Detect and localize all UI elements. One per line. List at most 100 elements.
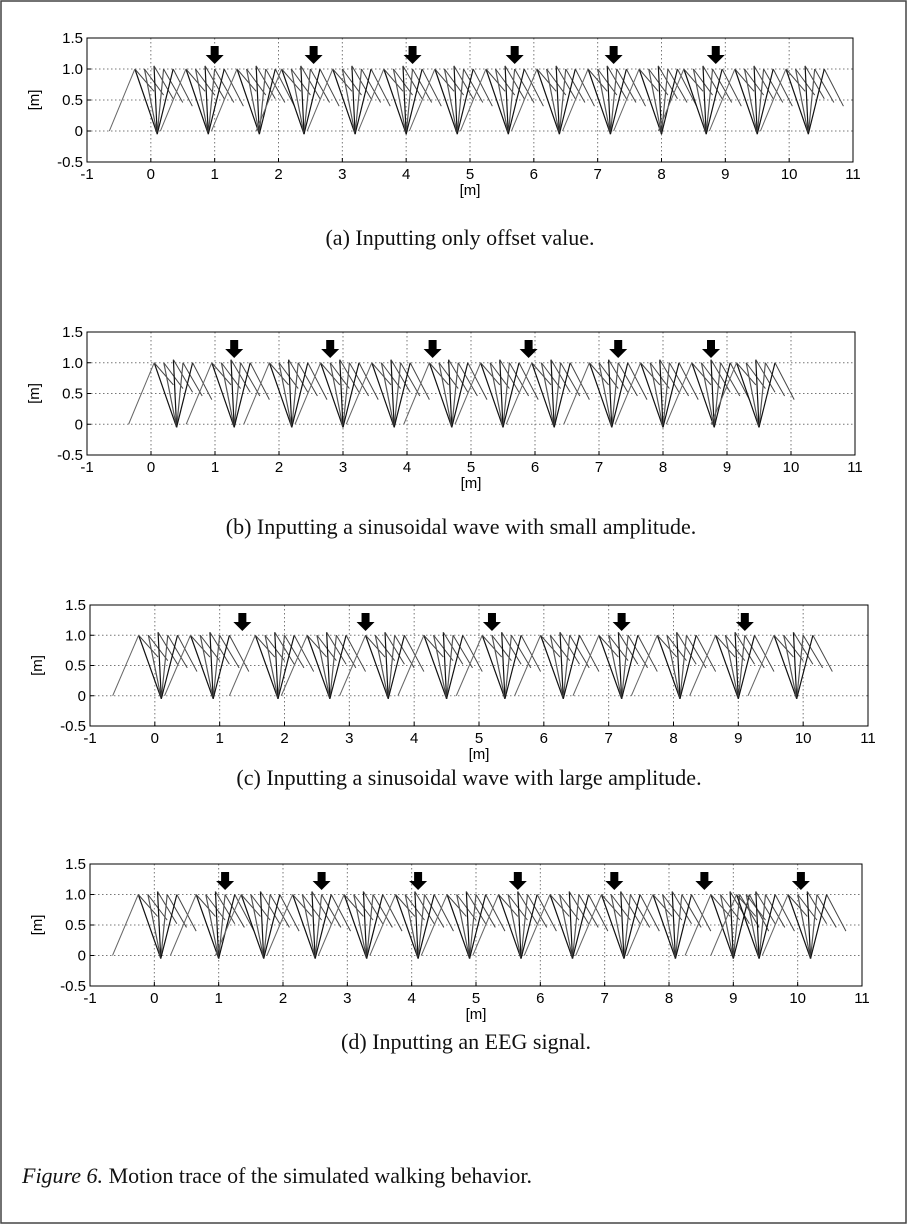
swing-segment bbox=[812, 635, 833, 672]
swing-segment bbox=[462, 635, 483, 672]
swing-segment bbox=[678, 362, 699, 400]
swing-segment bbox=[177, 635, 198, 672]
x-tick-label: 6 bbox=[531, 459, 539, 476]
stance-leg bbox=[761, 891, 847, 959]
leg-segment bbox=[662, 362, 680, 428]
swing-segment bbox=[293, 635, 315, 672]
swing-segment bbox=[617, 631, 639, 665]
leg-segment bbox=[501, 632, 506, 699]
swing-segment bbox=[147, 894, 168, 921]
leg-segment bbox=[236, 68, 260, 135]
swing-segment bbox=[572, 635, 600, 696]
stance-leg bbox=[562, 65, 646, 135]
x-tick-label: 0 bbox=[147, 459, 155, 476]
swing-segment bbox=[630, 635, 658, 696]
swing-segment bbox=[549, 894, 570, 917]
swing-segment bbox=[498, 894, 519, 917]
swing-segment bbox=[787, 894, 808, 917]
swing-segment bbox=[625, 68, 646, 107]
x-tick-label: 0 bbox=[151, 730, 159, 747]
swing-segment bbox=[640, 362, 661, 386]
stance-leg bbox=[563, 359, 648, 428]
leg-segment bbox=[383, 68, 407, 135]
stance-leg bbox=[357, 65, 442, 135]
leg-segment bbox=[157, 632, 162, 699]
x-tick-label: 3 bbox=[343, 990, 351, 1007]
leg-segment bbox=[311, 891, 316, 959]
leg-segment bbox=[608, 635, 623, 699]
event-arrow bbox=[505, 46, 524, 64]
swing-segment bbox=[504, 65, 525, 100]
swing-segment bbox=[608, 359, 629, 393]
leg-segment bbox=[683, 68, 707, 135]
stance-leg bbox=[397, 631, 483, 699]
leg-segment bbox=[608, 359, 613, 428]
event-arrow bbox=[409, 872, 428, 890]
x-axis-label: [m] bbox=[469, 746, 490, 763]
leg-segment bbox=[194, 68, 209, 135]
stance-leg bbox=[420, 891, 506, 959]
swing-segment bbox=[578, 894, 599, 928]
swing-segment bbox=[518, 362, 539, 400]
x-tick-label: 0 bbox=[147, 166, 155, 183]
swing-segment bbox=[370, 68, 391, 107]
swing-segment bbox=[514, 68, 535, 103]
swing-segment bbox=[540, 362, 562, 389]
swing-segment bbox=[691, 894, 712, 932]
figure-caption: Figure 6. Motion trace of the simulated … bbox=[21, 1163, 532, 1188]
event-arrow bbox=[702, 340, 720, 358]
swing-segment bbox=[434, 68, 455, 92]
y-tick-label: 0.5 bbox=[65, 658, 86, 675]
swing-segment bbox=[300, 65, 321, 100]
leg-segment bbox=[671, 891, 677, 959]
swing-segment bbox=[365, 634, 386, 658]
swing-segment bbox=[348, 362, 370, 397]
swing-segment bbox=[700, 362, 722, 389]
swing-segment bbox=[764, 362, 786, 397]
leg-segment bbox=[710, 359, 715, 428]
swing-segment bbox=[335, 634, 357, 669]
y-axis-label: [m] bbox=[26, 90, 43, 111]
leg-segment bbox=[485, 68, 509, 135]
y-tick-label: 1.5 bbox=[65, 597, 86, 614]
stance-leg bbox=[214, 891, 300, 959]
swing-segment bbox=[176, 894, 197, 932]
leg-segment bbox=[600, 894, 625, 959]
leg-segment bbox=[438, 362, 453, 428]
swing-segment bbox=[715, 634, 736, 658]
leg-segment bbox=[507, 68, 525, 135]
swing-segment bbox=[627, 362, 648, 400]
stance-leg bbox=[708, 65, 793, 135]
swing-segment bbox=[481, 634, 503, 658]
swing-segment bbox=[559, 631, 580, 665]
swing-segment bbox=[614, 362, 642, 425]
swing-segment bbox=[575, 894, 602, 956]
swing-segment bbox=[665, 362, 693, 425]
leg-segment bbox=[659, 359, 664, 428]
swing-segment bbox=[816, 894, 837, 928]
x-tick-label: 6 bbox=[536, 990, 544, 1007]
swing-segment bbox=[185, 68, 206, 92]
x-tick-label: 8 bbox=[657, 166, 665, 183]
swing-segment bbox=[677, 68, 698, 107]
swing-segment bbox=[290, 68, 311, 96]
swing-segment bbox=[112, 894, 139, 956]
leg-segment bbox=[354, 68, 363, 135]
leg-segment bbox=[705, 68, 723, 135]
leg-segment bbox=[558, 68, 567, 135]
axes-frame bbox=[86, 37, 854, 163]
event-arrow bbox=[225, 340, 244, 358]
x-tick-label: 10 bbox=[789, 990, 806, 1007]
swing-segment bbox=[540, 634, 561, 658]
swing-segment bbox=[626, 894, 654, 956]
leg-segment bbox=[342, 362, 350, 428]
swing-segment bbox=[294, 362, 322, 425]
swing-segment bbox=[301, 894, 322, 921]
swing-segment bbox=[536, 68, 557, 92]
swing-segment bbox=[274, 631, 295, 665]
swing-segment bbox=[266, 894, 294, 956]
swing-segment bbox=[402, 65, 423, 100]
swing-segment bbox=[400, 362, 421, 397]
swing-segment bbox=[480, 362, 501, 386]
